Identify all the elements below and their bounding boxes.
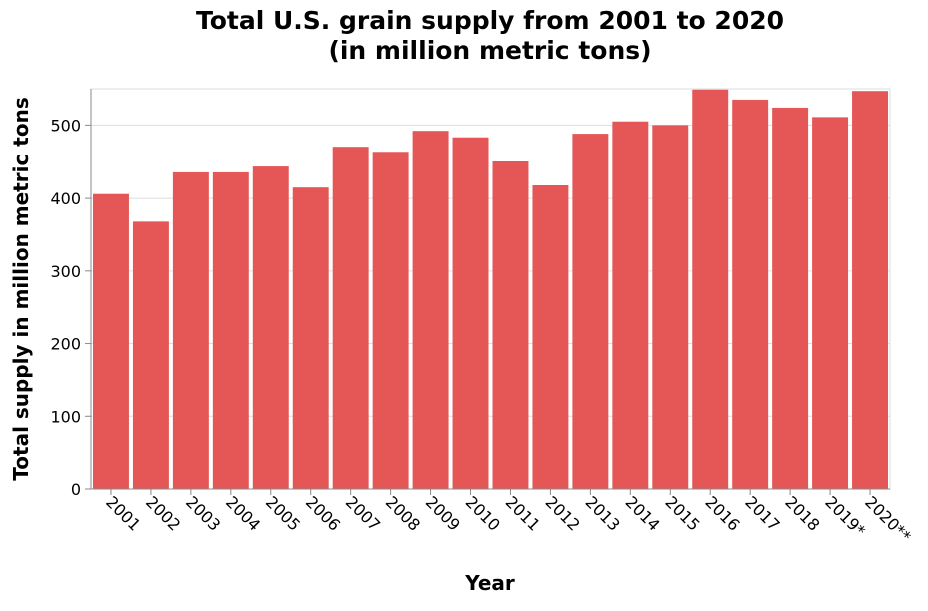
x-tick-label: 2004 — [222, 492, 264, 534]
x-tick-label: 2007 — [342, 492, 384, 534]
bar-2005 — [252, 166, 289, 489]
y-tick-label: 500 — [50, 116, 81, 135]
bar-2006 — [292, 187, 329, 489]
bar-2015 — [652, 125, 689, 489]
bar-2011 — [492, 161, 529, 489]
bar-2013 — [572, 134, 609, 489]
chart-title: Total U.S. grain supply from 2001 to 202… — [196, 6, 784, 35]
gridlines — [90, 88, 891, 490]
x-axis-title: Year — [464, 571, 515, 595]
x-tick-label: 2017 — [741, 492, 783, 534]
x-tick-label: 2019* — [821, 492, 869, 540]
y-tick-label: 100 — [50, 407, 81, 426]
x-tick-label: 2010 — [462, 492, 504, 534]
x-tick-label: 2005 — [262, 492, 304, 534]
x-tick-label: 2006 — [302, 492, 344, 534]
bar-2012 — [532, 185, 569, 489]
y-tick-label: 300 — [50, 262, 81, 281]
bar-2014 — [612, 121, 649, 490]
x-tick-label: 2008 — [382, 492, 424, 534]
x-tick-label: 2014 — [621, 492, 663, 534]
bar-2020** — [852, 91, 888, 489]
bar-2017 — [732, 99, 769, 489]
x-tick-label: 2015 — [661, 492, 703, 534]
plot-frame — [90, 88, 891, 490]
x-tick-label: 2020** — [861, 492, 915, 546]
chart-subtitle: (in million metric tons) — [328, 36, 651, 65]
bars — [93, 89, 888, 490]
x-tick-label: 2016 — [701, 492, 743, 534]
bar-2010 — [452, 137, 489, 489]
y-tick-label: 200 — [50, 335, 81, 354]
bar-2009 — [412, 131, 449, 489]
x-tick-label: 2011 — [502, 492, 544, 534]
x-tick-label: 2002 — [142, 492, 184, 534]
bar-2007 — [332, 147, 369, 489]
x-tick-label: 2013 — [582, 492, 624, 534]
y-tick-label: 400 — [50, 189, 81, 208]
bar-2018 — [772, 107, 809, 489]
bar-2002 — [132, 221, 169, 489]
bar-2008 — [372, 152, 409, 490]
y-tick-label: 0 — [71, 480, 81, 499]
x-tick-label: 2009 — [422, 492, 464, 534]
x-tick-label: 2003 — [182, 492, 224, 534]
bar-2004 — [212, 171, 249, 489]
x-tick-label: 2001 — [102, 492, 144, 534]
y-axis-title: Total supply in million metric tons — [9, 97, 33, 480]
bar-2019* — [812, 117, 849, 489]
x-tick-label: 2018 — [781, 492, 823, 534]
bar-2003 — [172, 171, 209, 489]
x-tick-label: 2012 — [542, 492, 584, 534]
bar-2016 — [692, 89, 729, 490]
bar-2001 — [93, 193, 129, 489]
